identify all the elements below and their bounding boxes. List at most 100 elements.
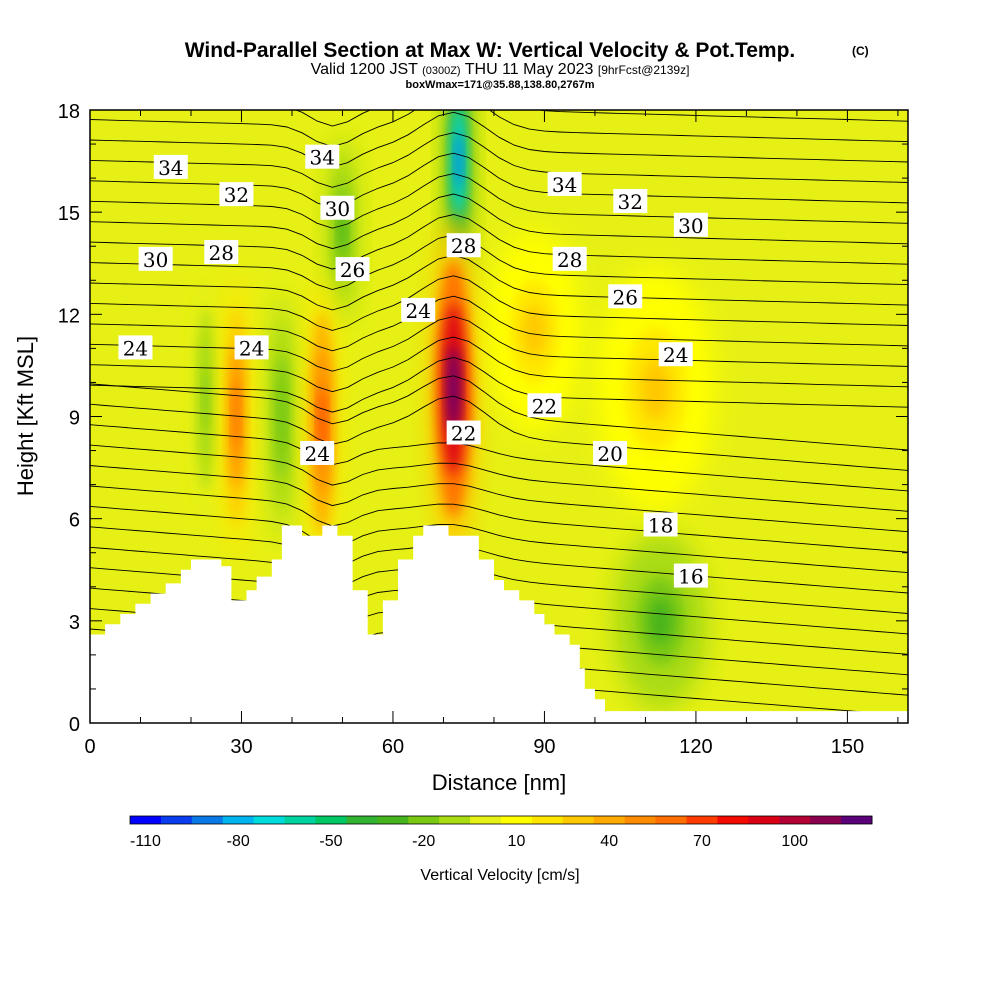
contour-label-text: 26 xyxy=(613,285,638,309)
theta-contour-line xyxy=(90,234,908,290)
theta-contour-line xyxy=(90,395,908,471)
contour-label-box xyxy=(527,393,562,418)
y-tick-label: 15 xyxy=(58,203,80,225)
plot-area xyxy=(90,110,908,723)
contour-label-text: 32 xyxy=(224,183,249,207)
valid-date-label: THU 11 May 2023 xyxy=(465,61,594,78)
colorbar-swatch xyxy=(222,816,255,824)
contour-label-28: 28 xyxy=(552,246,587,272)
contour-label-box xyxy=(335,257,370,282)
y-tick-label: 3 xyxy=(69,612,80,634)
contour-label-text: 24 xyxy=(123,336,148,360)
contour-label-box xyxy=(138,246,173,271)
colorbar-swatch xyxy=(130,816,162,824)
colorbar-swatch xyxy=(717,816,749,824)
contour-label-24: 24 xyxy=(401,297,436,323)
x-axis-label: Distance [nm] xyxy=(432,770,567,795)
colorbar-swatch xyxy=(655,816,687,824)
colorbar-tick-label: 10 xyxy=(508,833,526,850)
contour-label-text: 24 xyxy=(239,336,264,360)
colorbar-swatch xyxy=(160,816,193,824)
contour-label-box xyxy=(320,195,355,220)
contour-label-text: 30 xyxy=(678,214,703,238)
colorbar-swatch xyxy=(439,816,471,824)
contour-label-text: 24 xyxy=(304,442,329,466)
chart-title: Wind-Parallel Section at Max W: Vertical… xyxy=(185,39,796,62)
colorbar-swatch xyxy=(624,816,657,824)
contour-label-text: 18 xyxy=(648,513,673,537)
contour-label-box xyxy=(547,171,582,196)
contour-label-text: 30 xyxy=(325,197,350,221)
contour-label-text: 20 xyxy=(597,442,622,466)
contour-label-box xyxy=(305,144,340,169)
y-tick-label: 18 xyxy=(58,101,80,123)
contour-label-24: 24 xyxy=(300,440,335,466)
contour-label-text: 34 xyxy=(552,173,577,197)
contour-label-34: 34 xyxy=(153,154,188,180)
contour-label-box xyxy=(446,420,481,445)
theta-contour-line xyxy=(90,111,908,168)
colorbar-swatch xyxy=(253,816,286,824)
colorbar-tick-label: 40 xyxy=(600,833,618,850)
contour-label-box xyxy=(300,440,335,465)
contour-label-28: 28 xyxy=(446,233,481,258)
y-axis: 0 3 6 9 12 15 18 xyxy=(58,101,908,736)
colorbar-swatch xyxy=(408,816,440,824)
valid-time-label: Valid 1200 JST xyxy=(311,61,419,78)
contour-label-box xyxy=(608,284,643,309)
terrain-mask xyxy=(90,525,908,723)
x-tick-label: 150 xyxy=(831,736,864,758)
contour-label-text: 26 xyxy=(340,258,365,282)
contour-label-box xyxy=(658,342,693,367)
contour-label-30: 30 xyxy=(138,246,173,272)
colorbar-swatch xyxy=(346,816,378,824)
updraft-blob-3 xyxy=(640,358,671,420)
colorbar-frame xyxy=(129,815,873,825)
valid-utc-label: (0300Z) xyxy=(422,65,461,77)
theta-contour-line xyxy=(90,526,908,594)
x-axis: 0 30 60 90 120 150 xyxy=(84,110,899,758)
colorbar-swatch xyxy=(470,816,502,824)
contour-label-text: 22 xyxy=(532,394,557,418)
contour-label-box xyxy=(673,212,708,237)
colorbar-tick-label: 70 xyxy=(693,833,711,850)
downdraft-blob-3 xyxy=(278,385,286,448)
contour-label-box xyxy=(673,563,708,588)
box-info-label: boxWmax=171@35.88,138.80,2767m xyxy=(406,79,595,91)
contour-label-34: 34 xyxy=(305,144,340,170)
colorbar-swatch xyxy=(377,816,409,824)
contour-label-text: 28 xyxy=(557,248,582,272)
contour-label-text: 24 xyxy=(663,343,688,367)
theta-contour-line xyxy=(90,110,908,147)
contour-label-box xyxy=(118,335,153,360)
contour-label-text: 28 xyxy=(209,241,234,265)
theta-contour-line xyxy=(90,357,908,413)
contour-label-18: 18 xyxy=(643,512,678,537)
y-axis-label: Height [Kft MSL] xyxy=(13,336,38,496)
theta-contour-line xyxy=(90,424,908,492)
contour-label-22: 22 xyxy=(527,393,562,418)
theta-contour-line xyxy=(90,444,908,512)
colorbar-tick-label: -50 xyxy=(319,833,342,850)
theta-contour-line xyxy=(90,316,908,372)
forecast-label: [9hrFcst@2139z] xyxy=(598,63,690,77)
contour-label-16: 16 xyxy=(673,563,708,589)
colorbar-swatch xyxy=(748,816,780,824)
x-tick-label: 0 xyxy=(84,736,95,758)
x-tick-label: 120 xyxy=(679,736,712,758)
contour-label-box xyxy=(234,335,269,360)
contour-label-box xyxy=(153,154,188,179)
contour-label-32: 32 xyxy=(613,188,648,214)
colorbar-swatch xyxy=(841,816,873,824)
x-tick-label: 90 xyxy=(533,736,555,758)
updraft-blob-0 xyxy=(447,346,460,433)
y-tick-label: 0 xyxy=(69,714,80,736)
copyright-mark: (C) xyxy=(852,44,869,58)
theta-contour-line xyxy=(90,254,908,311)
x-tick-label: 30 xyxy=(230,736,252,758)
contour-label-text: 34 xyxy=(310,146,335,170)
colorbar-swatch xyxy=(779,816,811,824)
contour-label-box xyxy=(643,512,678,537)
contour-label-text: 30 xyxy=(143,248,168,272)
